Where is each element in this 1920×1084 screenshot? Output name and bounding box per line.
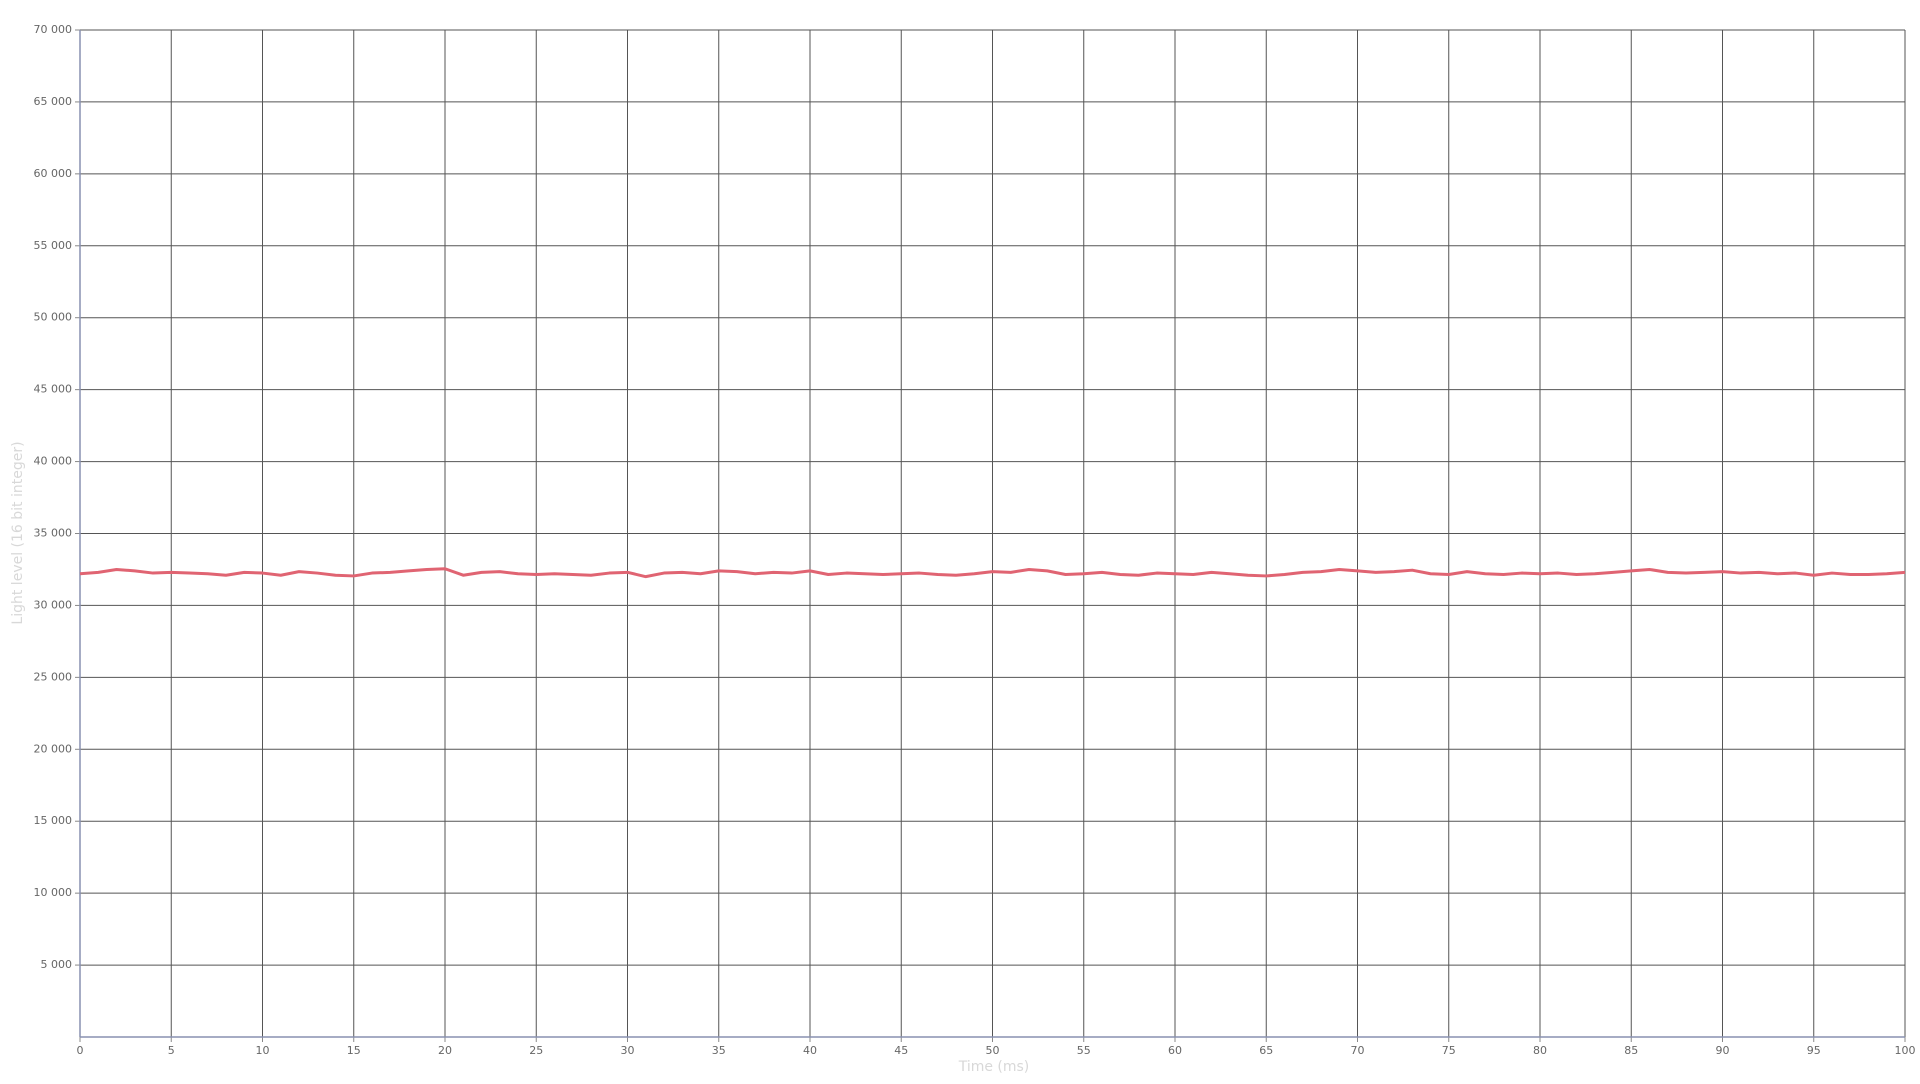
x-tick-label: 5 bbox=[168, 1044, 175, 1057]
x-tick-label: 70 bbox=[1351, 1044, 1365, 1057]
x-tick-label: 60 bbox=[1168, 1044, 1182, 1057]
x-tick-label: 75 bbox=[1442, 1044, 1456, 1057]
y-tick-label: 15 000 bbox=[34, 814, 73, 827]
x-tick-label: 50 bbox=[986, 1044, 1000, 1057]
y-axis-title: Light level (16 bit integer) bbox=[10, 441, 26, 624]
x-tick-label: 45 bbox=[894, 1044, 908, 1057]
y-tick-label: 65 000 bbox=[34, 95, 73, 108]
y-tick-label: 45 000 bbox=[34, 383, 73, 396]
x-tick-label: 90 bbox=[1716, 1044, 1730, 1057]
x-tick-label: 35 bbox=[712, 1044, 726, 1057]
x-tick-label: 100 bbox=[1895, 1044, 1916, 1057]
y-tick-label: 5 000 bbox=[41, 958, 73, 971]
x-tick-label: 55 bbox=[1077, 1044, 1091, 1057]
x-tick-label: 25 bbox=[529, 1044, 543, 1057]
y-tick-label: 20 000 bbox=[34, 742, 73, 755]
y-tick-label: 35 000 bbox=[34, 527, 73, 540]
x-tick-label: 80 bbox=[1533, 1044, 1547, 1057]
y-tick-label: 60 000 bbox=[34, 167, 73, 180]
y-tick-label: 40 000 bbox=[34, 455, 73, 468]
x-tick-label: 65 bbox=[1259, 1044, 1273, 1057]
x-tick-label: 15 bbox=[347, 1044, 361, 1057]
y-tick-label: 30 000 bbox=[34, 598, 73, 611]
x-tick-label: 0 bbox=[77, 1044, 84, 1057]
y-tick-label: 10 000 bbox=[34, 886, 73, 899]
x-axis-title: Time (ms) bbox=[958, 1059, 1030, 1075]
x-tick-label: 85 bbox=[1624, 1044, 1638, 1057]
y-tick-label: 25 000 bbox=[34, 670, 73, 683]
y-tick-label: 50 000 bbox=[34, 311, 73, 324]
x-tick-label: 40 bbox=[803, 1044, 817, 1057]
x-tick-label: 30 bbox=[621, 1044, 635, 1057]
y-tick-label: 70 000 bbox=[34, 23, 73, 36]
x-tick-label: 20 bbox=[438, 1044, 452, 1057]
y-tick-label: 55 000 bbox=[34, 239, 73, 252]
x-tick-label: 95 bbox=[1807, 1044, 1821, 1057]
x-tick-label: 10 bbox=[256, 1044, 270, 1057]
data-line bbox=[79, 567, 1906, 579]
